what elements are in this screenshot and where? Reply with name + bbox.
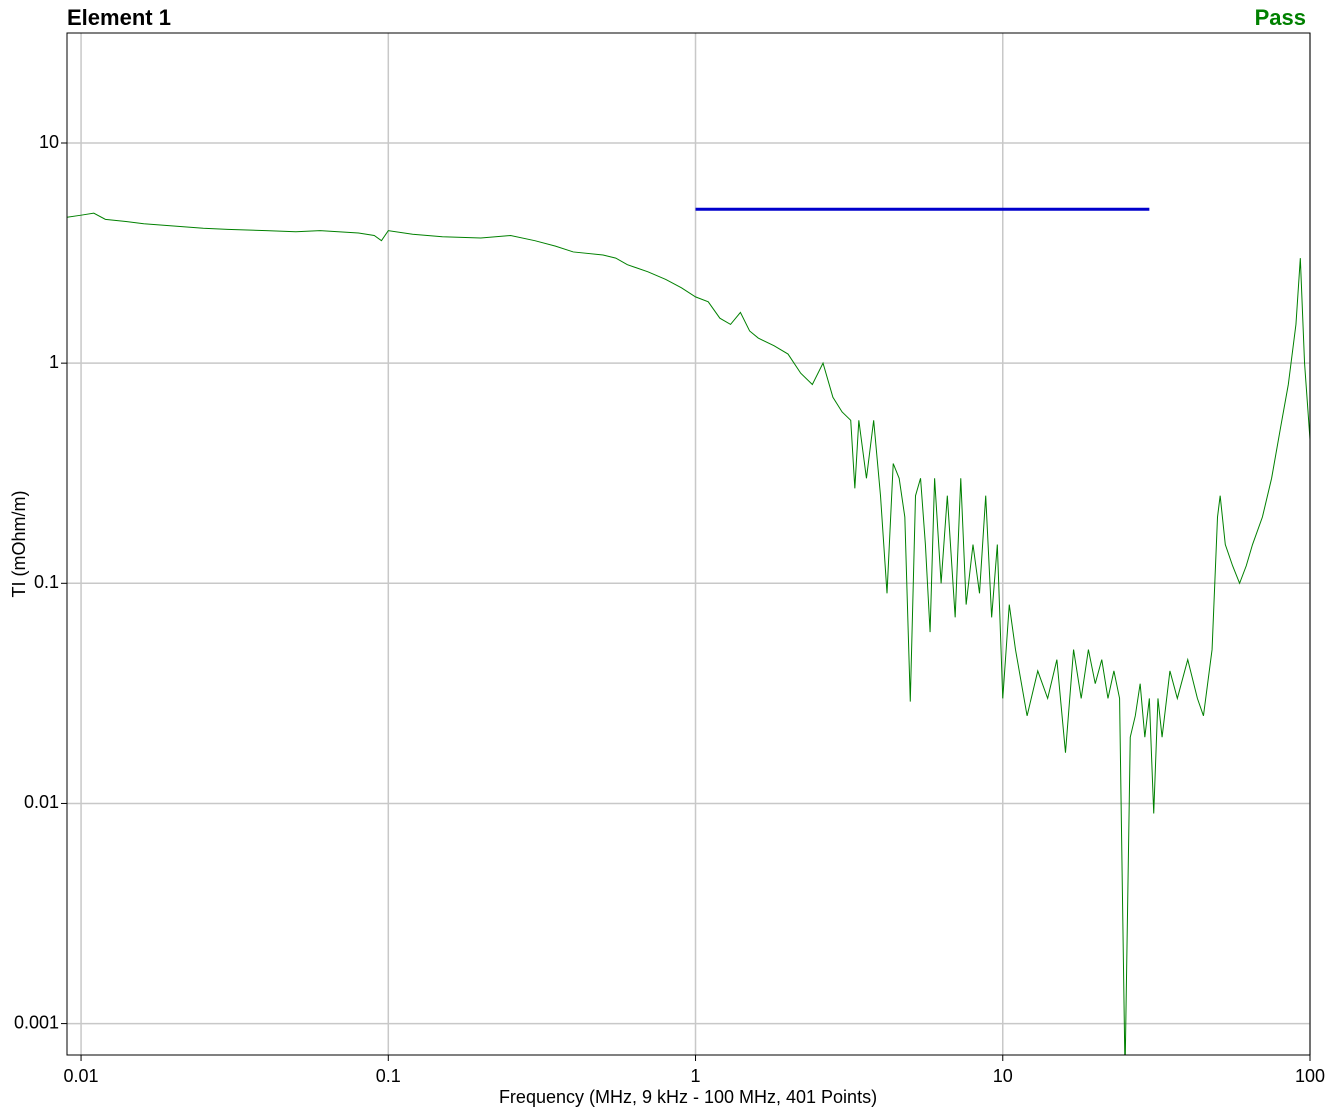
chart-title: Element 1 — [67, 5, 171, 30]
y-tick-label: 0.001 — [14, 1012, 59, 1032]
y-tick-label: 0.01 — [24, 792, 59, 812]
y-tick-label: 10 — [39, 132, 59, 152]
x-tick-label: 100 — [1295, 1066, 1325, 1086]
y-axis-label: TI (mOhm/m) — [9, 491, 29, 598]
grid — [67, 33, 1311, 1055]
status: Pass — [1255, 5, 1306, 30]
x-tick-label: 0.1 — [376, 1066, 401, 1086]
x-axis-label: Frequency (MHz, 9 kHz - 100 MHz, 401 Poi… — [499, 1087, 877, 1107]
plot-frame — [66, 32, 1311, 1056]
x-tick-label: 1 — [691, 1066, 701, 1086]
plot-area — [67, 207, 1310, 1055]
x-tick-label: 10 — [993, 1066, 1013, 1086]
y-tick-label: 1 — [49, 352, 59, 372]
data-line — [67, 212, 1310, 1055]
y-tick-label: 0.1 — [34, 572, 59, 592]
x-tick-label: 0.01 — [64, 1066, 99, 1086]
